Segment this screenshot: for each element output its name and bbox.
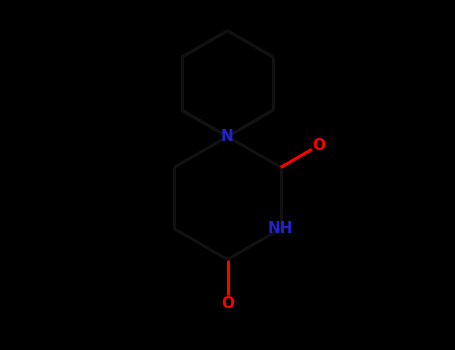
Text: NH: NH <box>268 221 293 236</box>
Text: O: O <box>312 138 325 153</box>
Text: O: O <box>221 295 234 310</box>
Text: N: N <box>221 129 234 144</box>
